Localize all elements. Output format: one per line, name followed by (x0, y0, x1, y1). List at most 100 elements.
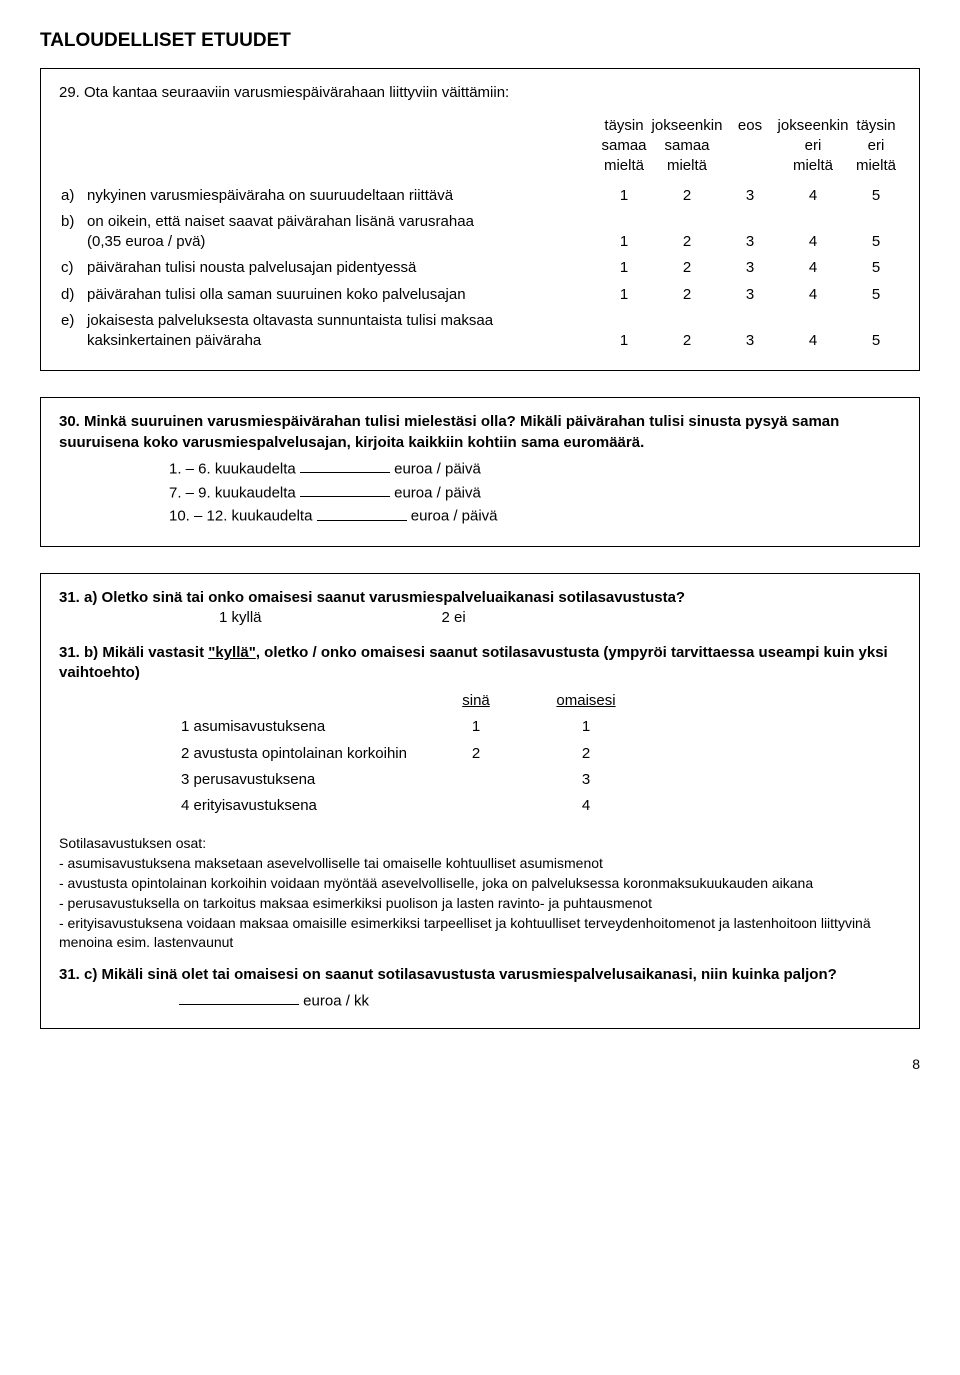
q31b-row: 3 perusavustuksena 3 (181, 768, 649, 792)
q31a-text: 31. a) Oletko sinä tai onko omaisesi saa… (59, 588, 901, 608)
q29-row: e)jokaisesta palveluksesta oltavasta sun… (59, 308, 901, 355)
q29-scale-option[interactable]: 1 (599, 183, 649, 209)
q29-hdr-3: jokseenkinerimieltä (775, 113, 851, 183)
q30-line-label: 10. – 12. kuukaudelta (169, 508, 317, 525)
q30-line: 7. – 9. kuukaudelta euroa / päivä (169, 483, 901, 504)
q31a-options: 1 kyllä 2 ei (219, 608, 901, 628)
q29-scale-option[interactable]: 2 (649, 209, 725, 256)
q31b-col-sina: sinä (431, 689, 539, 713)
q29-row: c)päivärahan tulisi nousta palvelusajan … (59, 255, 901, 281)
q31-note-line: - perusavustuksella on tarkoitus maksaa … (59, 894, 901, 913)
q29-row-label: päivärahan tulisi olla saman suuruinen k… (85, 282, 599, 308)
q31a-opt2[interactable]: 2 ei (442, 608, 466, 628)
q29-scale-option[interactable]: 4 (775, 255, 851, 281)
q31b-row-label: 3 perusavustuksena (181, 768, 429, 792)
q31b-omaisesi-value[interactable]: 3 (541, 768, 649, 792)
q31b-omaisesi-value[interactable]: 1 (541, 715, 649, 739)
q29-box: 29. Ota kantaa seuraaviin varusmiespäivä… (40, 68, 920, 372)
q29-scale-option[interactable]: 1 (599, 255, 649, 281)
q29-scale-option[interactable]: 3 (725, 183, 775, 209)
q29-scale-option[interactable]: 3 (725, 308, 775, 355)
q29-scale-option[interactable]: 5 (851, 183, 901, 209)
q29-scale-option[interactable]: 4 (775, 209, 851, 256)
q29-scale-option[interactable]: 5 (851, 308, 901, 355)
q31-note-line: - erityisavustuksena voidaan maksaa omai… (59, 914, 901, 952)
q29-row-letter: b) (59, 209, 85, 256)
q31c-unit: euroa / kk (303, 992, 369, 1009)
q30-blank[interactable] (300, 483, 390, 498)
q31b-sina-value[interactable]: 1 (431, 715, 539, 739)
q31-note-line: - asumisavustuksena maksetaan asevelvoll… (59, 854, 901, 873)
q29-scale-option[interactable]: 1 (599, 282, 649, 308)
q30-blank[interactable] (300, 459, 390, 474)
q31b-row: 4 erityisavustuksena 4 (181, 794, 649, 818)
q30-line-label: 7. – 9. kuukaudelta (169, 484, 300, 501)
q31b-row-label: 4 erityisavustuksena (181, 794, 429, 818)
q30-line-unit: euroa / päivä (407, 508, 498, 525)
q31b-sina-value[interactable]: 2 (431, 742, 539, 766)
q31b-table: sinä omaisesi 1 asumisavustuksena112 avu… (179, 687, 651, 820)
q31b-header-row: sinä omaisesi (181, 689, 649, 713)
q29-row-label: jokaisesta palveluksesta oltavasta sunnu… (85, 308, 599, 355)
q29-scale-option[interactable]: 1 (599, 308, 649, 355)
q29-scale-option[interactable]: 4 (775, 308, 851, 355)
q29-row-label: nykyinen varusmiespäiväraha on suuruudel… (85, 183, 599, 209)
q31c-text: 31. c) Mikäli sinä olet tai omaisesi on … (59, 965, 901, 985)
q30-line: 1. – 6. kuukaudelta euroa / päivä (169, 459, 901, 480)
q30-box: 30. Minkä suuruinen varusmiespäivärahan … (40, 397, 920, 547)
q29-scale-option[interactable]: 1 (599, 209, 649, 256)
q29-scale-option[interactable]: 2 (649, 183, 725, 209)
q30-blank[interactable] (317, 506, 407, 521)
q29-row-letter: e) (59, 308, 85, 355)
q29-row-letter: d) (59, 282, 85, 308)
q29-row-label: päivärahan tulisi nousta palvelusajan pi… (85, 255, 599, 281)
q31-notes-title: Sotilasavustuksen osat: (59, 834, 901, 853)
q30-line-unit: euroa / päivä (390, 484, 481, 501)
q29-scale-option[interactable]: 4 (775, 183, 851, 209)
q31a-opt1[interactable]: 1 kyllä (219, 608, 262, 628)
q29-row-label: on oikein, että naiset saavat päivärahan… (85, 209, 599, 256)
q29-table: täysinsamaamieltä jokseenkinsamaamieltä … (59, 113, 901, 355)
q29-intro: 29. Ota kantaa seuraaviin varusmiespäivä… (59, 83, 901, 103)
q29-row-letter: a) (59, 183, 85, 209)
q31b-omaisesi-value[interactable]: 2 (541, 742, 649, 766)
q29-header-row: täysinsamaamieltä jokseenkinsamaamieltä … (59, 113, 901, 183)
q31b-sina-value (431, 794, 539, 818)
q29-scale-option[interactable]: 2 (649, 308, 725, 355)
q31b-row: 2 avustusta opintolainan korkoihin22 (181, 742, 649, 766)
q29-scale-option[interactable]: 3 (725, 282, 775, 308)
q31b-row-label: 2 avustusta opintolainan korkoihin (181, 742, 429, 766)
q29-hdr-0: täysinsamaamieltä (599, 113, 649, 183)
q29-scale-option[interactable]: 5 (851, 282, 901, 308)
q29-scale-option[interactable]: 5 (851, 209, 901, 256)
q31-note-line: - avustusta opintolainan korkoihin voida… (59, 874, 901, 893)
q31b-row: 1 asumisavustuksena11 (181, 715, 649, 739)
q29-scale-option[interactable]: 5 (851, 255, 901, 281)
page-number: 8 (40, 1055, 920, 1074)
q29-scale-option[interactable]: 3 (725, 255, 775, 281)
q29-hdr-4: täysinerimieltä (851, 113, 901, 183)
q30-lines: 1. – 6. kuukaudelta euroa / päivä7. – 9.… (169, 459, 901, 527)
q31c-input-line: euroa / kk (179, 991, 901, 1012)
q31b-text: 31. b) Mikäli vastasit "kyllä", oletko /… (59, 643, 901, 684)
q29-row: d)päivärahan tulisi olla saman suuruinen… (59, 282, 901, 308)
q30-line-label: 1. – 6. kuukaudelta (169, 460, 300, 477)
section-title: TALOUDELLISET ETUUDET (40, 28, 920, 54)
q29-hdr-1: jokseenkinsamaamieltä (649, 113, 725, 183)
q29-hdr-2: eos (725, 113, 775, 183)
q31b-sina-value (431, 768, 539, 792)
q31c-blank[interactable] (179, 991, 299, 1006)
q30-text: 30. Minkä suuruinen varusmiespäivärahan … (59, 412, 901, 453)
q31b-row-label: 1 asumisavustuksena (181, 715, 429, 739)
q29-scale-option[interactable]: 2 (649, 282, 725, 308)
q29-row: b)on oikein, että naiset saavat päivärah… (59, 209, 901, 256)
q30-line-unit: euroa / päivä (390, 460, 481, 477)
q31-notes: Sotilasavustuksen osat: - asumisavustuks… (59, 834, 901, 951)
q29-scale-option[interactable]: 2 (649, 255, 725, 281)
q31-box: 31. a) Oletko sinä tai onko omaisesi saa… (40, 573, 920, 1029)
q29-scale-option[interactable]: 3 (725, 209, 775, 256)
q29-row: a)nykyinen varusmiespäiväraha on suuruud… (59, 183, 901, 209)
q29-row-letter: c) (59, 255, 85, 281)
q29-scale-option[interactable]: 4 (775, 282, 851, 308)
q31b-omaisesi-value[interactable]: 4 (541, 794, 649, 818)
